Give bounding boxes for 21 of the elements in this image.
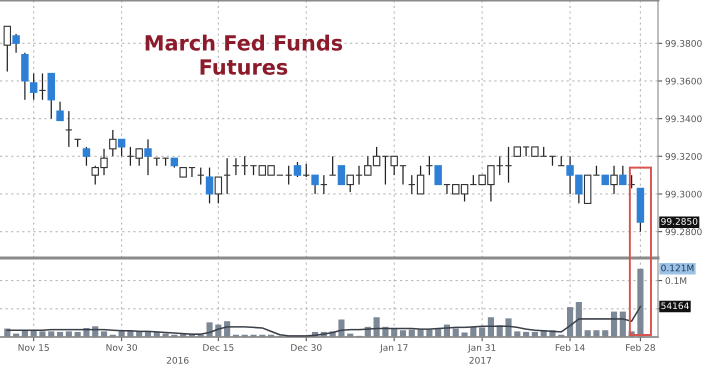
- x-tick-label: Dec 30: [291, 344, 322, 351]
- x-tick-label: Feb 14: [556, 344, 585, 351]
- annotation: 54164: [661, 302, 689, 310]
- text: March Fed Funds Futures: [146, 34, 342, 75]
- x-tick-label: Jan 31: [468, 344, 496, 353]
- x-tick-label: Feb 28: [626, 344, 655, 351]
- annotation: 0.121M: [661, 264, 694, 272]
- text: 99.2850: [661, 218, 698, 225]
- text: 2016: [166, 356, 189, 364]
- y-tick-label: 99.3600: [666, 78, 702, 85]
- x-tick-label: Nov 30: [106, 344, 137, 351]
- y-tick-label: 99.2800: [666, 228, 702, 236]
- text: 2017: [470, 356, 492, 364]
- y-tick-label: 99.3400: [666, 115, 702, 122]
- x-tick-label: Dec 15: [203, 344, 234, 351]
- x-tick-label: Jan 17: [380, 344, 408, 353]
- y-tick-label: 99.3800: [666, 40, 702, 47]
- y-tick-label: 99.3000: [666, 190, 702, 198]
- x-tick-label: Nov 15: [18, 344, 49, 351]
- y-tick-label: 0.1M: [666, 277, 686, 284]
- y-tick-label: 99.3200: [666, 153, 702, 160]
